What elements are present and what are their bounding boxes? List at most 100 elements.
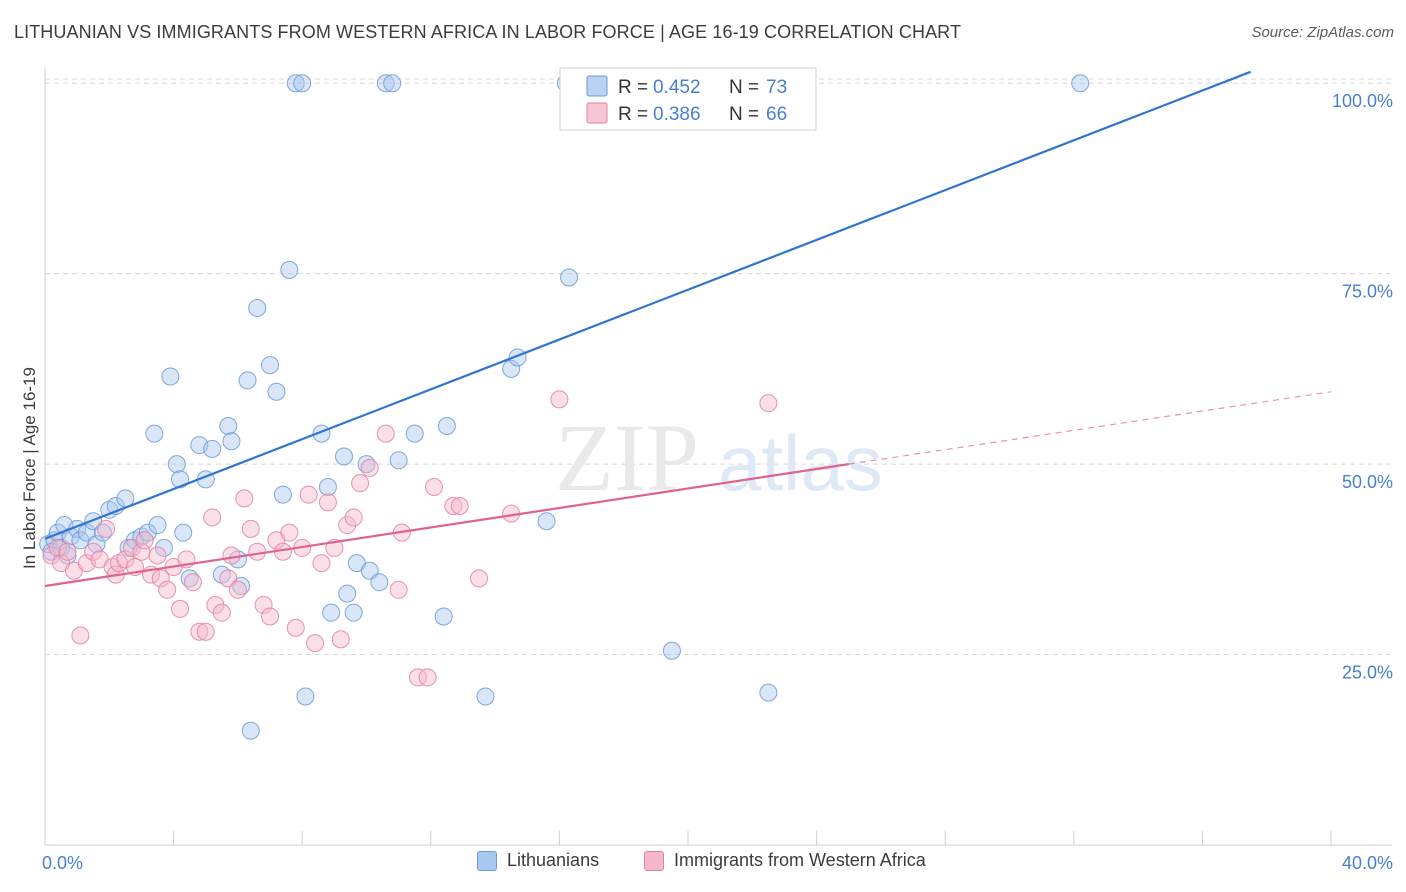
- point-lithuanians: [203, 439, 222, 458]
- y-tick-label: 100.0%: [1332, 91, 1393, 111]
- point-lithuanians: [344, 603, 363, 622]
- point-western-africa: [222, 546, 241, 565]
- point-western-africa: [196, 622, 215, 641]
- point-lithuanians: [405, 424, 424, 443]
- stats-swatch-blue: [586, 75, 608, 97]
- point-western-africa: [759, 394, 778, 413]
- point-lithuanians: [154, 538, 173, 557]
- point-lithuanians: [293, 74, 312, 93]
- point-lithuanians: [261, 356, 280, 375]
- point-western-africa: [344, 508, 363, 527]
- point-lithuanians: [145, 424, 164, 443]
- point-western-africa: [331, 630, 350, 649]
- point-western-africa: [389, 580, 408, 599]
- legend-item-western-africa[interactable]: Immigrants from Western Africa: [644, 850, 926, 871]
- point-lithuanians: [318, 477, 337, 496]
- stats-n-label-pink: N =: [729, 104, 759, 125]
- point-lithuanians: [434, 607, 453, 626]
- point-western-africa: [318, 493, 337, 512]
- point-lithuanians: [280, 260, 299, 279]
- point-lithuanians: [370, 573, 389, 592]
- legend: Lithuanians Immigrants from Western Afri…: [0, 850, 1406, 880]
- x-tick-label-max: 40.0%: [1342, 853, 1393, 873]
- trend-line-lithuanians: [44, 70, 1252, 540]
- stats-r-value-pink: 0.386: [653, 104, 701, 125]
- y-tick-label: 75.0%: [1342, 282, 1393, 302]
- point-western-africa: [338, 516, 357, 535]
- watermark-zip: ZIP: [555, 404, 699, 511]
- point-western-africa: [280, 523, 299, 542]
- point-western-africa: [248, 542, 267, 561]
- point-lithuanians: [476, 687, 495, 706]
- trend-lines: [44, 70, 1332, 588]
- point-western-africa: [351, 474, 370, 493]
- point-lithuanians: [389, 451, 408, 470]
- stats-n-label-blue: N =: [729, 77, 759, 98]
- point-lithuanians: [238, 371, 257, 390]
- legend-label-lithuanians: Lithuanians: [507, 850, 600, 870]
- point-lithuanians: [322, 603, 341, 622]
- point-lithuanians: [248, 298, 267, 317]
- point-lithuanians: [437, 417, 456, 436]
- point-western-africa: [418, 668, 437, 687]
- chart-title: LITHUANIAN VS IMMIGRANTS FROM WESTERN AF…: [14, 22, 962, 42]
- point-western-africa: [286, 618, 305, 637]
- legend-item-lithuanians[interactable]: Lithuanians: [477, 850, 599, 871]
- point-western-africa: [261, 607, 280, 626]
- stats-n-value-blue: 73: [766, 77, 787, 98]
- legend-swatch-blue: [477, 850, 497, 871]
- legend-label-western-africa: Immigrants from Western Africa: [674, 850, 926, 870]
- point-western-africa: [212, 603, 231, 622]
- point-lithuanians: [502, 359, 521, 378]
- legend-swatch-pink: [644, 850, 664, 871]
- source-label: Source: ZipAtlas.com: [1251, 24, 1394, 41]
- point-western-africa: [171, 599, 190, 618]
- point-western-africa: [158, 580, 177, 599]
- point-lithuanians: [662, 641, 681, 660]
- point-lithuanians: [161, 367, 180, 386]
- point-western-africa: [444, 497, 463, 516]
- watermark: ZIP atlas: [555, 404, 883, 511]
- point-western-africa: [450, 497, 469, 516]
- point-western-africa: [190, 622, 209, 641]
- point-lithuanians: [759, 683, 778, 702]
- stats-r-value-blue: 0.452: [653, 77, 701, 98]
- trend-line-western-africa: [44, 463, 849, 588]
- point-western-africa: [241, 519, 260, 538]
- tick-labels: 25.0% 50.0% 75.0% 100.0% 0.0% 40.0%: [42, 91, 1393, 873]
- point-lithuanians: [219, 417, 238, 436]
- point-western-africa: [470, 569, 489, 588]
- stats-r-label-blue: R =: [618, 77, 648, 98]
- point-lithuanians: [296, 687, 315, 706]
- point-western-africa: [183, 573, 202, 592]
- point-lithuanians: [1071, 74, 1090, 93]
- point-western-africa: [254, 596, 273, 615]
- point-western-africa: [360, 458, 379, 477]
- point-western-africa: [235, 489, 254, 508]
- point-western-africa: [151, 569, 170, 588]
- point-western-africa: [312, 554, 331, 573]
- point-lithuanians: [58, 546, 77, 565]
- point-western-africa: [306, 634, 325, 653]
- point-lithuanians: [171, 470, 190, 489]
- point-lithuanians: [267, 382, 286, 401]
- y-tick-label: 25.0%: [1342, 663, 1393, 683]
- point-lithuanians: [560, 268, 579, 287]
- point-lithuanians: [376, 74, 395, 93]
- point-western-africa: [299, 485, 318, 504]
- y-axis-label: In Labor Force | Age 16-19: [20, 367, 39, 569]
- point-western-africa: [84, 542, 103, 561]
- point-lithuanians: [338, 584, 357, 603]
- point-western-africa: [71, 626, 90, 645]
- point-lithuanians: [167, 455, 186, 474]
- point-lithuanians: [334, 447, 353, 466]
- point-western-africa: [550, 390, 569, 409]
- point-lithuanians: [148, 516, 167, 535]
- stats-swatch-pink: [586, 102, 608, 124]
- point-western-africa: [116, 550, 135, 569]
- point-western-africa: [203, 508, 222, 527]
- point-lithuanians: [222, 432, 241, 451]
- point-western-africa: [58, 542, 77, 561]
- axes: [44, 68, 1392, 846]
